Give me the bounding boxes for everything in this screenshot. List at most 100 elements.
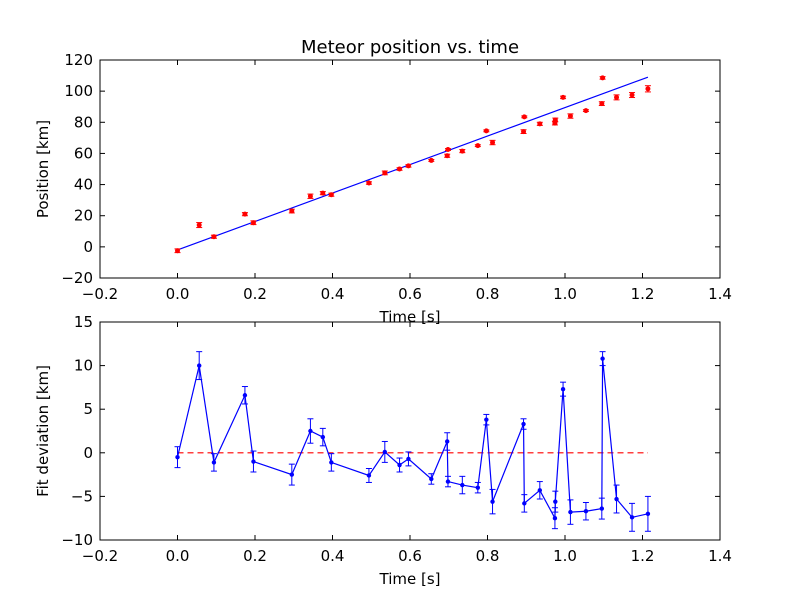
position-data-point	[307, 193, 313, 199]
position-x-tick-label: 1.0	[553, 285, 577, 303]
deviation-x-axis-label: Time [s]	[379, 570, 441, 588]
deviation-x-tick-label: 0.0	[166, 547, 190, 565]
position-y-axis-label: Position [km]	[34, 120, 52, 218]
deviation-data-point	[600, 356, 605, 361]
deviation-y-axis-ticks: −10 −5 0 5 10 15	[61, 313, 720, 549]
position-x-tick-label: 0.0	[166, 285, 190, 303]
deviation-data-point	[522, 501, 527, 506]
position-data-point	[629, 92, 635, 98]
deviation-panel: −0.2 0.0 0.2 0.4 0.6 0.8 1.0 1.2 1.4 −10 −5 0 5 10 15…	[34, 313, 732, 588]
chart-title: Meteor position vs. time	[301, 37, 519, 58]
deviation-data-point	[553, 499, 558, 504]
position-panel: Meteor position vs. time −0.2 0.0 0.2 0.4 0.…	[34, 37, 732, 326]
position-data-point	[289, 208, 295, 214]
deviation-data-point	[406, 456, 411, 462]
deviation-data-point	[366, 473, 372, 478]
deviation-data-point	[242, 393, 248, 398]
position-y-tick-label: 80	[74, 113, 93, 131]
position-y-tick-label: 40	[74, 176, 93, 194]
deviation-data-point	[289, 472, 295, 477]
position-data-point	[196, 222, 202, 228]
position-data-point	[490, 140, 496, 146]
position-data-point	[445, 147, 451, 153]
deviation-data-point	[614, 496, 619, 502]
position-x-tick-label: 0.8	[476, 285, 500, 303]
deviation-x-tick-label: 0.6	[398, 547, 422, 565]
position-data-point	[320, 190, 326, 196]
position-data-point	[242, 211, 248, 217]
deviation-y-tick-label: −10	[61, 531, 93, 549]
position-data-point	[405, 163, 411, 169]
position-data-point	[552, 117, 558, 123]
position-x-axis-ticks: −0.2 0.0 0.2 0.4 0.6 0.8 1.0 1.2 1.4	[82, 60, 732, 303]
position-data-point	[521, 114, 527, 120]
position-data-point	[567, 113, 573, 119]
position-data-point	[250, 220, 256, 226]
position-data-point	[366, 180, 372, 186]
deviation-data-point	[560, 386, 566, 392]
deviation-y-tick-label: 10	[74, 357, 93, 375]
deviation-data-point	[537, 488, 543, 493]
deviation-data-point	[211, 460, 217, 465]
deviation-x-tick-label: 0.4	[321, 547, 345, 565]
position-data-point	[614, 94, 620, 100]
position-data-point	[521, 129, 527, 135]
position-x-tick-label: −0.2	[82, 285, 118, 303]
deviation-x-tick-label: −0.2	[82, 547, 118, 565]
deviation-x-axis-ticks: −0.2 0.0 0.2 0.4 0.6 0.8 1.0 1.2 1.4	[82, 322, 732, 565]
deviation-data-point	[397, 462, 402, 468]
position-x-tick-label: 0.4	[321, 285, 345, 303]
position-data-point	[382, 170, 388, 176]
deviation-x-tick-label: 1.2	[631, 547, 655, 565]
position-y-axis-ticks: −20 0 20 40 60 80 100 120	[61, 51, 720, 287]
position-y-tick-label: 20	[74, 207, 93, 225]
deviation-y-tick-label: 5	[83, 400, 93, 418]
deviation-data-point	[429, 476, 434, 482]
deviation-data-point	[484, 417, 489, 422]
deviation-data-point	[251, 459, 256, 464]
deviation-data-point	[568, 509, 573, 515]
position-x-tick-label: 1.2	[631, 285, 655, 303]
position-data-point	[537, 121, 543, 127]
position-data-point	[444, 153, 450, 159]
deviation-data-point	[583, 509, 589, 514]
position-y-tick-label: 120	[64, 51, 93, 69]
position-data-point	[583, 108, 589, 114]
deviation-data-point	[475, 485, 481, 490]
deviation-y-tick-label: −5	[71, 487, 93, 505]
deviation-data-point	[197, 363, 202, 368]
position-data-point	[175, 248, 180, 254]
position-data-point	[483, 128, 489, 134]
deviation-x-tick-label: 0.2	[243, 547, 267, 565]
position-data-point	[600, 75, 606, 81]
position-y-tick-label: 100	[64, 82, 93, 100]
deviation-data-point	[329, 460, 334, 465]
position-data-point	[397, 166, 403, 172]
deviation-data-point	[175, 454, 180, 460]
deviation-y-tick-label: 0	[83, 444, 93, 462]
position-x-tick-label: 0.2	[243, 285, 267, 303]
deviation-x-tick-label: 0.8	[476, 547, 500, 565]
deviation-data-point	[490, 499, 495, 504]
deviation-data-point	[552, 516, 558, 521]
deviation-data-point	[308, 428, 313, 434]
deviation-y-tick-label: 15	[74, 313, 93, 331]
deviation-data-point	[629, 515, 635, 520]
deviation-data-point	[445, 479, 451, 484]
deviation-data-point	[445, 439, 450, 444]
deviation-x-tick-label: 1.0	[553, 547, 577, 565]
position-data-point	[645, 86, 651, 92]
deviation-y-axis-label: Fit deviation [km]	[34, 365, 52, 497]
position-x-tick-label: 1.4	[708, 285, 732, 303]
deviation-plot-content	[174, 351, 651, 532]
deviation-data-point	[599, 506, 605, 511]
position-data-point	[599, 101, 605, 107]
position-data-point	[459, 148, 465, 154]
position-x-tick-label: 0.6	[398, 285, 422, 303]
deviation-data-point	[521, 421, 526, 427]
deviation-x-tick-label: 1.4	[708, 547, 732, 565]
position-data-point	[428, 157, 434, 163]
position-data-point	[211, 234, 217, 240]
